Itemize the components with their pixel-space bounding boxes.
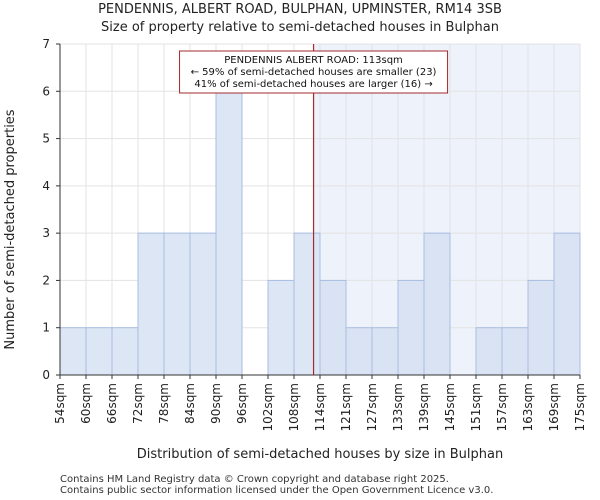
y-axis-label: Number of semi-detached properties [3,109,18,349]
y-tick-label: 4 [42,179,50,193]
footer-line-2: Contains public sector information licen… [60,485,494,496]
x-tick-label: 78sqm [157,383,171,424]
x-tick-label: 90sqm [209,383,223,424]
y-tick-label: 5 [42,132,50,146]
x-tick-label: 145sqm [443,383,457,431]
x-tick-label: 157sqm [495,383,509,431]
bar-151sqm [475,327,503,376]
x-tick-label: 139sqm [417,383,431,431]
x-tick-label: 96sqm [235,383,249,424]
x-tick-label: 127sqm [365,383,379,431]
annotation-line-3: 41% of semi-detached houses are larger (… [194,79,432,90]
x-axis-label: Distribution of semi-detached houses by … [137,447,503,462]
x-tick-label: 66sqm [105,383,119,424]
x-tick-label: 175sqm [573,383,587,431]
chart-title: PENDENNIS, ALBERT ROAD, BULPHAN, UPMINST… [98,2,502,17]
bar-139sqm [423,232,451,376]
bar-133sqm [397,279,425,376]
x-tick-label: 54sqm [53,383,67,424]
x-tick-label: 108sqm [287,383,301,431]
bar-121sqm [345,327,373,376]
y-tick-label: 0 [42,368,50,382]
x-tick-label: 114sqm [313,383,327,431]
bar-127sqm [371,327,399,376]
x-tick-label: 102sqm [261,383,275,431]
bar-60sqm [85,327,113,376]
bar-108sqm [293,232,321,376]
chart-subtitle: Size of property relative to semi-detach… [101,20,499,35]
bar-157sqm [501,327,529,376]
bar-90sqm [215,90,243,376]
x-tick-label: 133sqm [391,383,405,431]
x-tick-label: 121sqm [339,383,353,431]
bar-102sqm [267,279,295,376]
bar-78sqm [163,232,191,376]
bar-54sqm [59,327,87,376]
annotation-line-1: PENDENNIS ALBERT ROAD: 113sqm [224,55,403,66]
bar-72sqm [137,232,165,376]
x-tick-label: 84sqm [183,383,197,424]
y-tick-label: 1 [42,321,50,335]
y-tick-label: 3 [42,226,50,240]
x-tick-label: 72sqm [131,383,145,424]
annotation-line-2: ← 59% of semi-detached houses are smalle… [191,67,437,78]
annotation-box [179,50,449,94]
bar-114sqm [319,279,347,376]
y-tick-label: 6 [42,84,50,98]
footer-line-1: Contains HM Land Registry data © Crown c… [60,474,449,485]
y-tick-label: 2 [42,273,50,287]
bar-169sqm [553,232,581,376]
bar-66sqm [111,327,139,376]
bar-163sqm [527,279,555,376]
y-tick-label: 7 [42,37,50,51]
bar-84sqm [189,232,217,376]
x-tick-label: 169sqm [547,383,561,431]
x-tick-label: 151sqm [469,383,483,431]
x-tick-label: 60sqm [79,383,93,424]
x-tick-label: 163sqm [521,383,535,431]
